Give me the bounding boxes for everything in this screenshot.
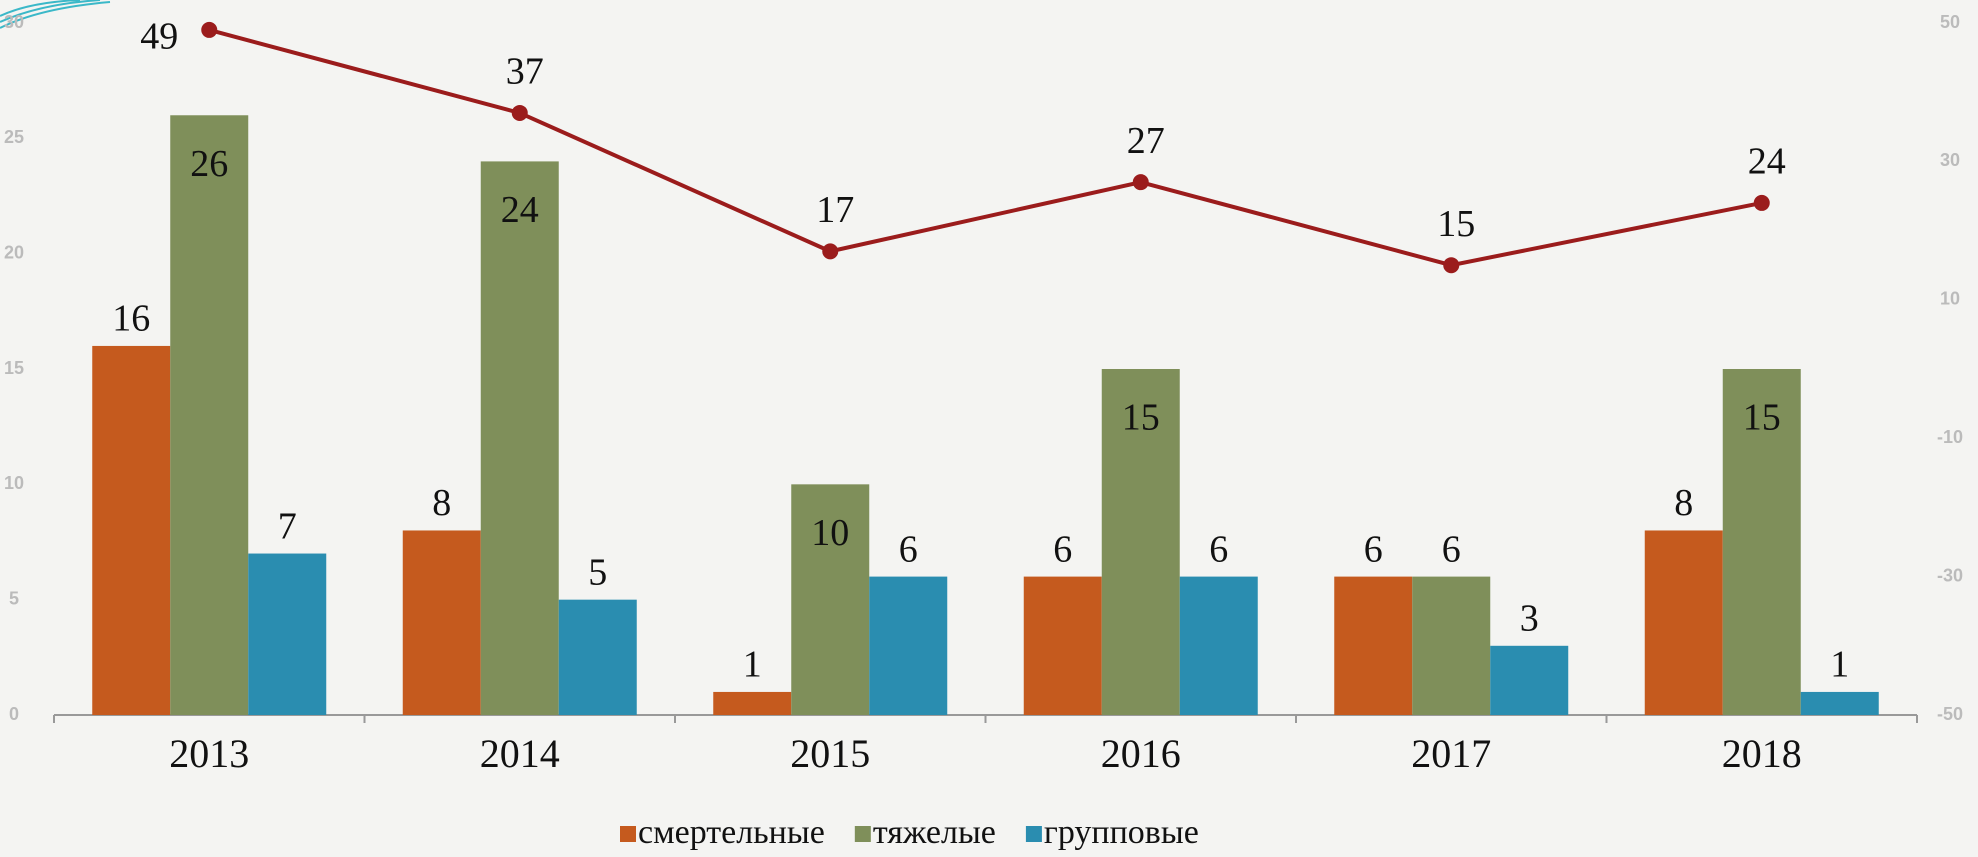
data-label: 37 <box>506 51 544 93</box>
x-tick-label: 2013 <box>169 731 249 776</box>
y2-tick-label: -50 <box>1937 704 1963 724</box>
y2-tick-label: 10 <box>1940 289 1960 309</box>
bar <box>1412 577 1490 715</box>
y-tick-label: 20 <box>4 242 24 262</box>
data-label: 16 <box>112 298 150 340</box>
data-label: 8 <box>1674 482 1693 524</box>
data-label: 15 <box>1743 397 1781 439</box>
legend-swatch <box>855 826 871 842</box>
data-label: 1 <box>1830 644 1849 686</box>
y-tick-label: 5 <box>9 588 19 608</box>
line-point <box>1754 195 1770 211</box>
x-tick-label: 2018 <box>1722 731 1802 776</box>
data-label: 24 <box>1748 141 1786 183</box>
data-label: 27 <box>1127 120 1165 162</box>
bar <box>559 600 637 715</box>
bar <box>1024 577 1102 715</box>
y2-tick-label: -10 <box>1937 427 1963 447</box>
legend-label: тяжелые <box>873 814 996 851</box>
data-label: 49 <box>140 16 178 58</box>
line-point <box>1133 174 1149 190</box>
line <box>209 30 1762 265</box>
y-tick-label: 0 <box>9 704 19 724</box>
data-label: 15 <box>1122 397 1160 439</box>
bar <box>1645 530 1723 715</box>
y2-tick-label: 50 <box>1940 12 1960 32</box>
bar <box>869 577 947 715</box>
line-point <box>1443 257 1459 273</box>
bar <box>248 554 326 715</box>
line-point <box>512 105 528 121</box>
data-label: 6 <box>899 528 918 570</box>
y-tick-label: 25 <box>4 127 24 147</box>
data-label: 24 <box>501 189 539 231</box>
bar <box>481 161 559 715</box>
bar <box>403 530 481 715</box>
legend-label: смертельные <box>638 814 825 851</box>
x-tick-label: 2016 <box>1101 731 1181 776</box>
data-label: 5 <box>588 551 607 593</box>
x-tick-label: 2017 <box>1411 731 1491 776</box>
y-tick-label: 15 <box>4 358 24 378</box>
data-label: 6 <box>1364 528 1383 570</box>
bar <box>92 346 170 715</box>
data-label: 10 <box>811 512 849 554</box>
chart: 051015202530-50-30-101030502013201420152… <box>0 0 1978 857</box>
data-label: 6 <box>1442 528 1461 570</box>
y-tick-label: 30 <box>4 12 24 32</box>
line-point <box>822 243 838 259</box>
x-tick-label: 2014 <box>480 731 560 776</box>
y2-tick-label: -30 <box>1937 565 1963 585</box>
data-label: 6 <box>1209 528 1228 570</box>
data-label: 15 <box>1437 203 1475 245</box>
data-label: 26 <box>190 143 228 185</box>
x-tick-label: 2015 <box>790 731 870 776</box>
data-label: 7 <box>278 505 297 547</box>
bar <box>1334 577 1412 715</box>
data-label: 1 <box>743 644 762 686</box>
bar <box>170 115 248 715</box>
legend-swatch <box>620 826 636 842</box>
data-label: 8 <box>432 482 451 524</box>
bar <box>1490 646 1568 715</box>
y-tick-label: 10 <box>4 473 24 493</box>
data-label: 3 <box>1520 598 1539 640</box>
legend-label: групповые <box>1044 814 1199 851</box>
line-point <box>201 22 217 38</box>
data-label: 17 <box>816 189 854 231</box>
legend-swatch <box>1026 826 1042 842</box>
bar <box>1801 692 1879 715</box>
bar <box>713 692 791 715</box>
data-label: 6 <box>1053 528 1072 570</box>
y2-tick-label: 30 <box>1940 150 1960 170</box>
bar <box>1180 577 1258 715</box>
